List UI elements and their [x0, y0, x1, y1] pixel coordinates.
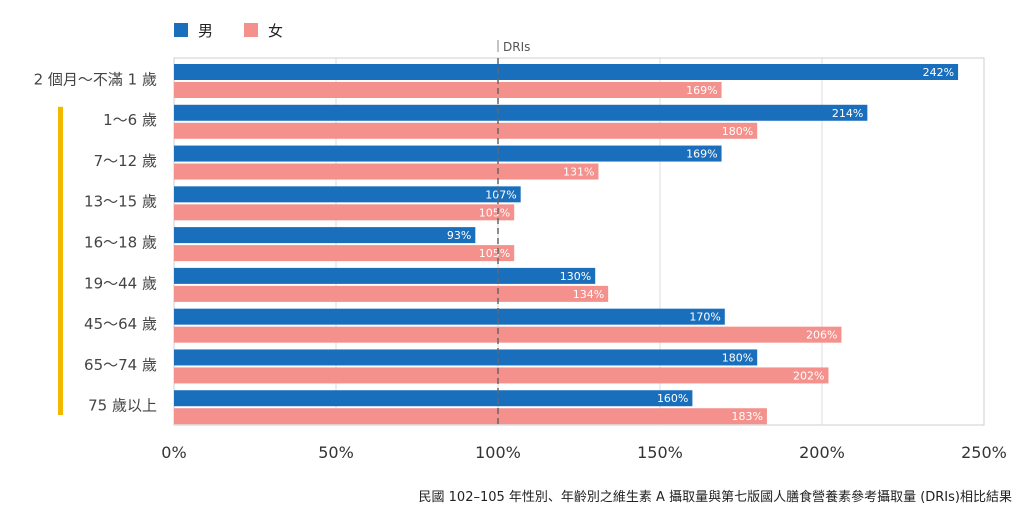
bar-female	[174, 285, 609, 302]
data-label: 214%	[832, 107, 863, 120]
data-label: 169%	[686, 148, 717, 161]
data-label: 105%	[479, 247, 510, 260]
legend-swatch-male	[174, 23, 188, 37]
reference-line-label: DRIs	[503, 40, 530, 54]
bar-male	[174, 267, 596, 284]
legend-label-male: 男	[198, 22, 213, 40]
bar-male	[174, 308, 725, 325]
y-category-label: 7～12 歲	[94, 152, 157, 170]
x-tick-label: 100%	[475, 443, 521, 462]
bar-male	[174, 145, 722, 162]
data-label: 206%	[806, 329, 837, 342]
data-label: 202%	[793, 369, 824, 382]
y-category-label: 45～64 歲	[84, 315, 157, 333]
y-category-label: 19～44 歲	[84, 274, 157, 292]
data-label: 130%	[560, 270, 591, 283]
y-category-label: 1～6 歲	[103, 111, 157, 129]
highlight-bracket	[58, 106, 63, 416]
x-tick-label: 50%	[318, 443, 354, 462]
bar-male	[174, 227, 476, 244]
y-category-label: 75 歲以上	[88, 397, 157, 415]
bar-female	[174, 408, 767, 425]
bar-female	[174, 367, 829, 384]
legend-label-female: 女	[268, 22, 283, 40]
bar-male	[174, 104, 868, 121]
y-category-label: 13～15 歲	[84, 193, 157, 211]
bar-male	[174, 349, 758, 366]
bar-female	[174, 245, 515, 262]
bar-male	[174, 390, 693, 407]
data-label: 170%	[689, 311, 720, 324]
bar-female	[174, 163, 599, 180]
chart-caption: 民國 102–105 年性別、年齡別之維生素 A 攝取量與第七版國人膳食營養素參…	[418, 490, 1012, 505]
x-tick-label: 150%	[637, 443, 683, 462]
bar-female	[174, 122, 758, 139]
bar-male	[174, 64, 959, 80]
data-label: 242%	[923, 66, 954, 79]
legend-swatch-female	[244, 23, 258, 37]
data-label: 131%	[563, 166, 594, 179]
y-category-label: 16～18 歲	[84, 234, 157, 252]
y-category-label: 65～74 歲	[84, 356, 157, 374]
data-label: 93%	[447, 229, 471, 242]
bar-female	[174, 82, 722, 98]
data-label: 134%	[573, 288, 604, 301]
data-label: 160%	[657, 392, 688, 405]
y-category-label: 2 個月～不滿 1 歲	[34, 70, 157, 88]
bar-female	[174, 326, 842, 343]
data-label: 169%	[686, 84, 717, 97]
data-label: 183%	[731, 410, 762, 423]
bar-female	[174, 204, 515, 221]
data-label: 180%	[722, 351, 753, 364]
x-tick-label: 0%	[161, 443, 186, 462]
bar-male	[174, 186, 521, 203]
data-label: 180%	[722, 125, 753, 138]
x-tick-label: 250%	[961, 443, 1007, 462]
data-label: 107%	[485, 188, 516, 201]
x-tick-label: 200%	[799, 443, 845, 462]
data-label: 105%	[479, 206, 510, 219]
